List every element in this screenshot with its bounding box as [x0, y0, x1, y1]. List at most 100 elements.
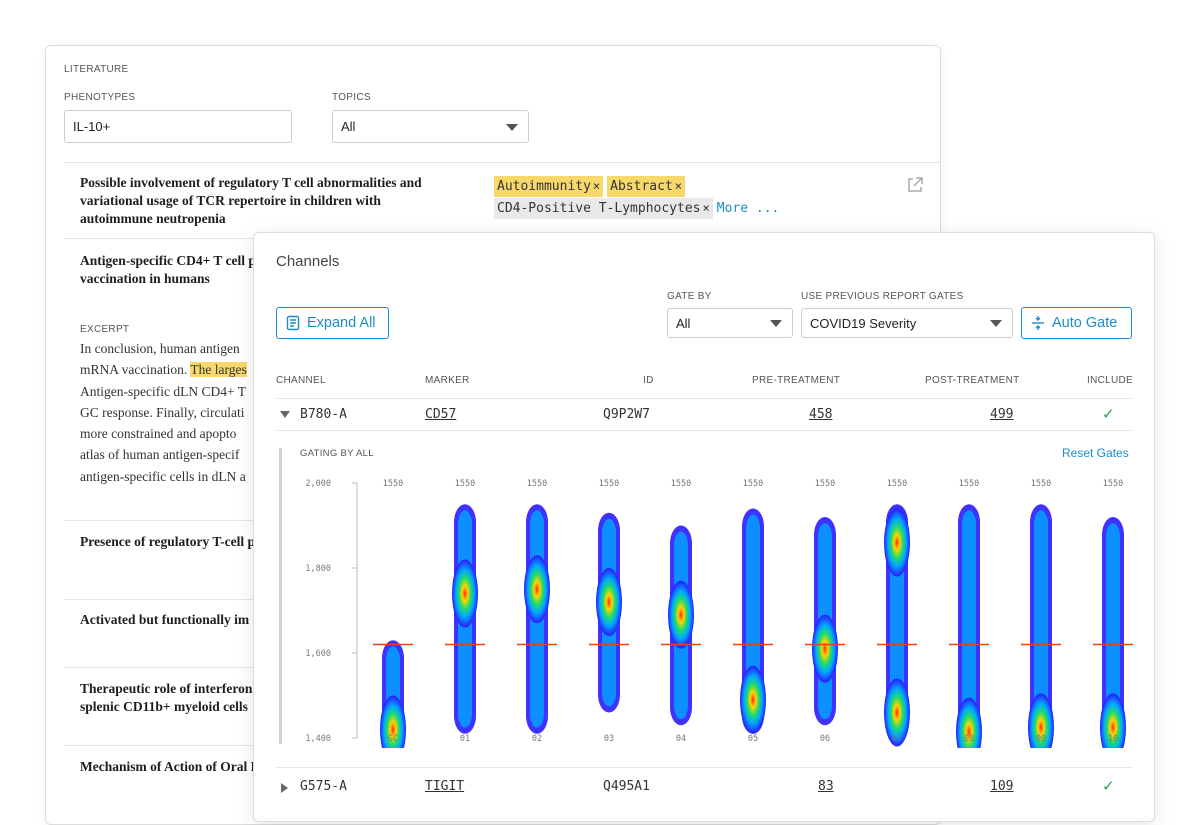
close-icon[interactable]: ×	[702, 201, 710, 215]
pre-treatment-count[interactable]: 458	[809, 407, 833, 422]
row-divider	[276, 767, 1132, 768]
expand-all-label: Expand All	[307, 315, 376, 331]
excerpt-text: In conclusion, human antigen mRNA vaccin…	[80, 338, 560, 487]
column-header-marker[interactable]: MARKER	[425, 375, 470, 386]
include-check-icon[interactable]: ✓	[1102, 778, 1115, 795]
column-count-label: 1550	[815, 479, 835, 489]
excerpt-line: antigen-specific cells in dLN a	[80, 468, 246, 484]
pre-treatment-count[interactable]: 83	[818, 779, 834, 794]
column-header-pre-treatment[interactable]: PRE-TREATMENT	[752, 375, 841, 386]
data-column-core	[1034, 510, 1048, 724]
topics-select-value: All	[341, 119, 356, 134]
phenotypes-label: PHENOTYPES	[64, 92, 136, 103]
gating-plot[interactable]: 2,000 1,800 1,600 1,400 1550 GC 1550 01 1550 02 15…	[289, 473, 1139, 748]
density-peak	[596, 568, 622, 636]
column-count-label: 1550	[887, 479, 907, 489]
column-label: 04	[676, 734, 686, 744]
post-treatment-count[interactable]: 109	[990, 779, 1014, 794]
density-peak	[524, 555, 550, 624]
auto-gate-label: Auto Gate	[1052, 315, 1118, 331]
channels-title: Channels	[276, 253, 340, 270]
y-tick-label: 1,400	[305, 734, 331, 744]
close-icon[interactable]: ×	[592, 179, 601, 193]
y-tick-label: 2,000	[305, 479, 331, 489]
gate-by-value: All	[676, 315, 691, 331]
paper-title[interactable]: Possible involvement of regulatory T cel…	[80, 175, 422, 226]
divider	[64, 162, 940, 163]
close-icon[interactable]: ×	[674, 179, 683, 193]
include-check-icon[interactable]: ✓	[1102, 406, 1115, 423]
marker-id: Q9P2W7	[603, 407, 650, 422]
column-header-id[interactable]: ID	[643, 375, 654, 386]
post-treatment-count[interactable]: 499	[990, 407, 1014, 422]
column-count-label: 1550	[455, 479, 475, 489]
excerpt-line: In conclusion, human antigen	[80, 341, 240, 356]
column-label: 05	[748, 734, 758, 744]
density-peak	[956, 697, 982, 748]
tag-label: Autoimmunity	[497, 179, 591, 194]
literature-section-label: LITERATURE	[64, 64, 129, 75]
column-header-channel[interactable]: CHANNEL	[276, 375, 326, 386]
column-label: 01	[460, 734, 470, 744]
gating-side-bar	[279, 448, 282, 744]
reset-gates-link[interactable]: Reset Gates	[1062, 446, 1129, 460]
density-peak	[884, 508, 910, 577]
channels-panel: Channels Expand All GATE BY USE PREVIOUS…	[253, 232, 1155, 822]
density-peak	[1100, 693, 1126, 748]
excerpt-line: more constrained and apopto	[80, 426, 237, 442]
topics-select[interactable]: All	[332, 110, 529, 143]
density-peak	[812, 614, 838, 683]
column-count-label: 1550	[599, 479, 619, 489]
column-label: 10	[1108, 734, 1118, 744]
column-count-label: 1550	[743, 479, 763, 489]
previous-gates-select[interactable]: COVID19 Severity	[801, 308, 1013, 338]
more-tags-link[interactable]: More ...	[716, 201, 780, 216]
channel-name: B780-A	[300, 407, 347, 422]
density-peak	[452, 559, 478, 628]
column-count-label: 1550	[383, 479, 403, 489]
expand-row-icon[interactable]	[281, 783, 288, 793]
excerpt-highlight: The larges	[190, 362, 247, 378]
previous-gates-label: USE PREVIOUS REPORT GATES	[801, 291, 964, 302]
expand-all-button[interactable]: Expand All	[276, 307, 389, 339]
column-header-post-treatment[interactable]: POST-TREATMENT	[925, 375, 1020, 386]
chevron-down-icon	[990, 320, 1002, 327]
topics-label: TOPICS	[332, 92, 371, 103]
marker-id: Q495A1	[603, 779, 650, 794]
paper-tags: Autoimmunity × Abstract × CD4-Positive T-Lym…	[494, 176, 854, 220]
density-peak	[1028, 693, 1054, 748]
column-label: 06	[820, 734, 830, 744]
external-link-icon[interactable]	[906, 176, 924, 194]
data-column-core	[1106, 523, 1120, 724]
y-tick-label: 1,600	[305, 649, 331, 659]
document-icon	[286, 315, 300, 331]
column-label: 03	[604, 734, 614, 744]
gating-label: GATING BY ALL	[300, 448, 374, 459]
phenotypes-input[interactable]	[64, 110, 292, 143]
excerpt-line: Antigen-specific dLN CD4+ T	[80, 383, 246, 399]
gate-by-select[interactable]: All	[667, 308, 793, 338]
chevron-down-icon	[770, 320, 782, 327]
tag-chip[interactable]: Abstract ×	[607, 176, 686, 197]
column-label: 08	[964, 734, 974, 744]
gate-by-label: GATE BY	[667, 291, 712, 302]
channel-name: G575-A	[300, 779, 347, 794]
column-header-include[interactable]: INCLUDE	[1087, 375, 1133, 386]
collapse-row-icon[interactable]	[280, 411, 290, 418]
marker-link[interactable]: CD57	[425, 407, 457, 422]
column-label: 02	[532, 734, 542, 744]
density-peak	[668, 580, 694, 649]
excerpt-line: mRNA vaccination. The larges	[80, 362, 247, 378]
row-divider	[276, 398, 1132, 399]
density-peak	[740, 665, 766, 734]
tag-chip[interactable]: CD4-Positive T-Lymphocytes ×	[494, 198, 713, 219]
excerpt-line: atlas of human antigen-specif	[80, 447, 240, 463]
excerpt-line: GC response. Finally, circulati	[80, 404, 245, 420]
column-count-label: 1550	[527, 479, 547, 489]
column-count-label: 1550	[959, 479, 979, 489]
auto-gate-button[interactable]: Auto Gate	[1021, 307, 1132, 339]
marker-link[interactable]: TIGIT	[425, 779, 465, 794]
tag-chip[interactable]: Autoimmunity ×	[494, 176, 604, 197]
column-label: 09	[1036, 734, 1046, 744]
chevron-down-icon	[506, 123, 518, 131]
